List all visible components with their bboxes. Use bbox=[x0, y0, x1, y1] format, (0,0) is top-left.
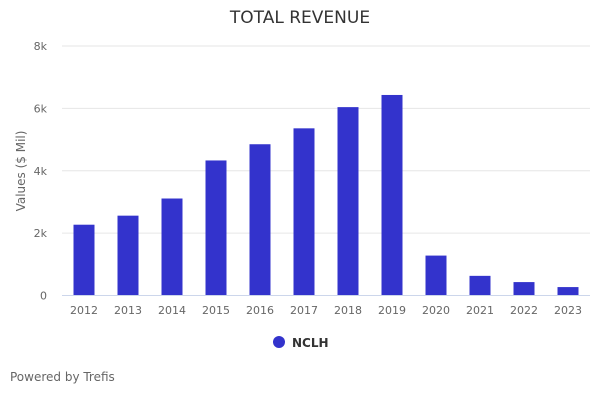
x-tick-label: 2013 bbox=[114, 304, 142, 317]
bar-2021[interactable] bbox=[469, 275, 491, 296]
x-tick-label: 2022 bbox=[510, 304, 538, 317]
bar-2022[interactable] bbox=[513, 282, 535, 296]
x-tick-label: 2015 bbox=[202, 304, 230, 317]
legend[interactable]: NCLH bbox=[273, 336, 329, 350]
x-tick-label: 2017 bbox=[290, 304, 318, 317]
x-tick-label: 2023 bbox=[554, 304, 582, 317]
bar-2023[interactable] bbox=[557, 287, 579, 296]
bar-2016[interactable] bbox=[249, 144, 271, 296]
x-tick-label: 2018 bbox=[334, 304, 362, 317]
bar-2020[interactable] bbox=[425, 255, 447, 296]
bar-2017[interactable] bbox=[293, 128, 315, 296]
bar-2013[interactable] bbox=[117, 215, 139, 296]
x-tick-label: 2020 bbox=[422, 304, 450, 317]
x-axis-ticks: 2012 2013 2014 2015 2016 2017 2018 2019 2020 2021… bbox=[70, 304, 582, 317]
y-axis-label: Values ($ Mil) bbox=[14, 131, 28, 212]
y-tick-label: 8k bbox=[34, 40, 48, 53]
bar-2018[interactable] bbox=[337, 107, 359, 296]
y-tick-label: 0 bbox=[40, 290, 47, 303]
bar-2019[interactable] bbox=[381, 94, 403, 296]
y-tick-label: 6k bbox=[34, 102, 48, 115]
chart-title: TOTAL REVENUE bbox=[229, 8, 371, 28]
y-axis-ticks: 0 2k 4k 6k 8k bbox=[34, 40, 48, 303]
bar-2014[interactable] bbox=[161, 198, 183, 296]
y-tick-label: 2k bbox=[34, 227, 48, 240]
bar-2012[interactable] bbox=[73, 224, 95, 296]
x-tick-label: 2016 bbox=[246, 304, 274, 317]
y-tick-label: 4k bbox=[34, 165, 48, 178]
x-tick-label: 2014 bbox=[158, 304, 186, 317]
legend-label-nclh[interactable]: NCLH bbox=[292, 336, 329, 350]
x-tick-label: 2019 bbox=[378, 304, 406, 317]
bar-2015[interactable] bbox=[205, 160, 227, 296]
bars bbox=[73, 94, 579, 296]
x-tick-label: 2021 bbox=[466, 304, 494, 317]
grid-lines bbox=[62, 45, 590, 234]
powered-by-footer: Powered by Trefis bbox=[10, 370, 115, 384]
x-tick-label: 2012 bbox=[70, 304, 98, 317]
legend-marker-nclh bbox=[273, 336, 285, 348]
